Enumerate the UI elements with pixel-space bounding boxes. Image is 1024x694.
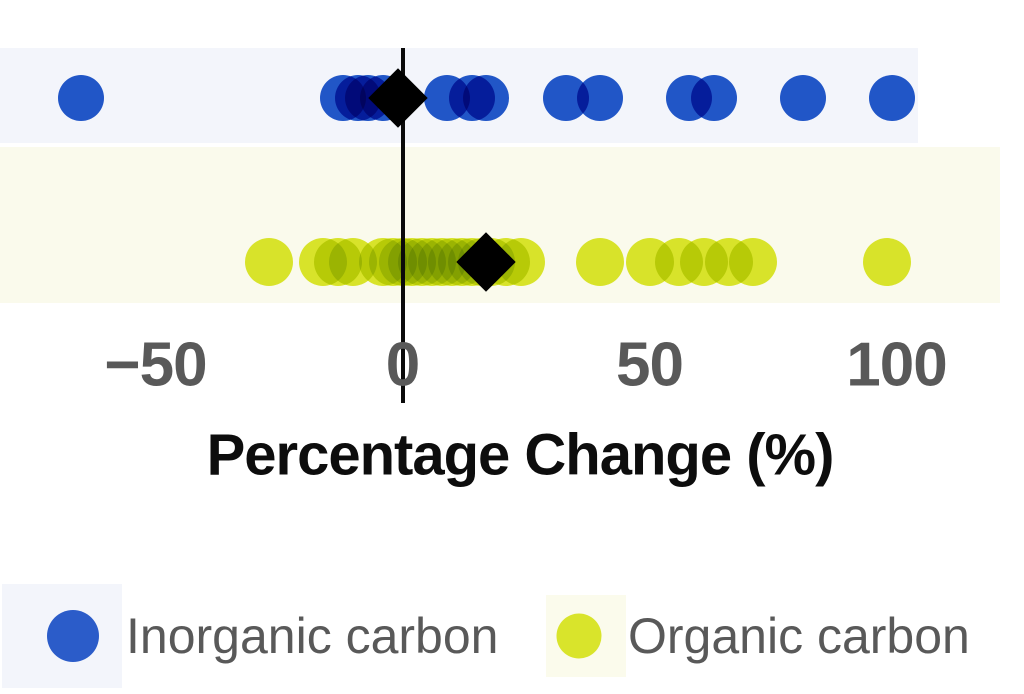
x-axis-ticks: −50 0 50 100 bbox=[104, 330, 947, 400]
x-tick-label: 100 bbox=[846, 330, 947, 400]
x-tick-label: 0 bbox=[385, 330, 420, 400]
organic-legend-dot-icon bbox=[556, 613, 602, 659]
x-axis-title: Percentage Change (%) bbox=[206, 422, 835, 488]
inorganic-data-point bbox=[868, 75, 915, 121]
zero-reference-line bbox=[400, 48, 405, 403]
organic-data-point bbox=[245, 238, 294, 286]
inorganic-data-point bbox=[463, 75, 510, 121]
organic-data-point bbox=[729, 238, 778, 286]
inorganic-data-point bbox=[58, 75, 105, 121]
organic-data-point bbox=[576, 238, 625, 286]
plot-area: −50 0 50 100 Percentage Change (%) bbox=[0, 48, 1000, 488]
organic-data-point bbox=[862, 238, 911, 286]
legend-label-organic: Organic carbon bbox=[628, 608, 970, 664]
legend: Inorganic carbon Organic carbon bbox=[0, 520, 1024, 694]
x-tick-label: −50 bbox=[104, 330, 207, 400]
inorganic-data-point bbox=[577, 75, 624, 121]
legend-label-inorganic: Inorganic carbon bbox=[126, 608, 499, 664]
x-tick-label: 50 bbox=[616, 330, 684, 400]
inorganic-data-point bbox=[690, 75, 737, 121]
inorganic-legend-dot-icon bbox=[47, 610, 99, 662]
inorganic-data-point bbox=[779, 75, 826, 121]
